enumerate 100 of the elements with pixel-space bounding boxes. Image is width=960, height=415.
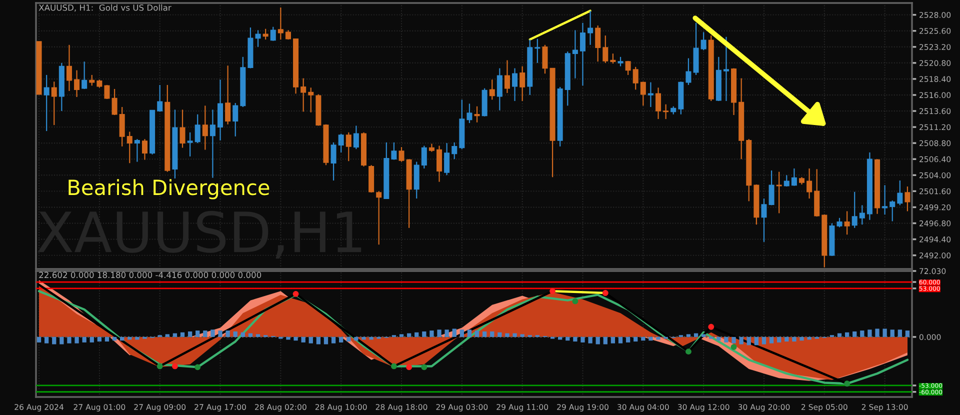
bar: [898, 330, 902, 337]
bar: [339, 336, 344, 342]
point: [572, 298, 578, 304]
candlestick: [51, 81, 57, 126]
point: [550, 288, 556, 294]
bar: [694, 333, 698, 337]
bar: [905, 330, 910, 337]
candlestick: [126, 131, 132, 164]
candlestick: [210, 109, 216, 178]
bar: [233, 331, 238, 337]
candlestick: [844, 210, 850, 236]
bar: [596, 336, 600, 344]
candlestick: [512, 68, 518, 102]
candlestick: [588, 10, 594, 46]
bar: [882, 328, 887, 337]
bar: [784, 336, 789, 342]
bar: [807, 336, 812, 340]
bar: [74, 336, 79, 344]
bar: [452, 328, 456, 337]
bar: [248, 333, 253, 337]
bar: [218, 330, 222, 337]
candlestick: [270, 26, 276, 42]
bar: [406, 333, 412, 337]
bar: [868, 330, 872, 337]
point: [194, 364, 201, 370]
candlestick: [225, 65, 231, 125]
candlestick: [300, 78, 306, 112]
candlestick: [520, 66, 526, 102]
candlestick: [391, 142, 397, 160]
bar: [566, 336, 570, 341]
bar: [354, 336, 358, 341]
candlestick: [112, 88, 118, 116]
bar: [656, 336, 660, 340]
bar: [875, 328, 880, 337]
bar: [512, 333, 517, 337]
candlestick: [890, 200, 896, 222]
candlestick: [640, 81, 646, 106]
candlestick: [595, 24, 601, 62]
bar: [414, 332, 419, 337]
bar: [852, 331, 857, 337]
bar: [603, 336, 608, 344]
candlestick: [776, 171, 782, 214]
candlestick: [504, 60, 510, 94]
bar: [203, 330, 208, 337]
candlestick: [376, 190, 382, 246]
bar: [90, 336, 94, 342]
bar: [610, 336, 616, 344]
bar: [82, 336, 86, 342]
bar: [490, 331, 494, 337]
candlestick: [474, 106, 480, 123]
candlestick: [466, 103, 472, 124]
candlestick: [784, 174, 790, 188]
bar: [44, 336, 49, 344]
bar: [762, 336, 766, 344]
bar: [860, 330, 864, 337]
bar: [286, 336, 290, 340]
candlestick: [89, 74, 95, 86]
bar: [520, 334, 524, 337]
point: [172, 363, 178, 370]
bar: [437, 330, 442, 337]
candlestick: [610, 53, 616, 64]
candlestick: [278, 6, 284, 40]
candlestick: [625, 60, 631, 76]
bar: [498, 332, 502, 337]
bar: [369, 336, 374, 340]
bar: [256, 334, 260, 337]
candlestick: [897, 180, 903, 206]
bar: [165, 334, 170, 337]
candlestick: [353, 125, 359, 150]
bar: [308, 336, 313, 344]
candlestick: [572, 30, 578, 79]
bar: [686, 334, 691, 337]
bar: [188, 331, 192, 337]
candlestick: [119, 106, 125, 147]
bar: [294, 336, 298, 341]
candlestick: [761, 198, 767, 242]
point: [292, 290, 299, 297]
candlestick: [218, 79, 224, 141]
bar: [180, 332, 185, 337]
candlestick: [330, 142, 336, 182]
bar: [467, 330, 472, 337]
point: [686, 348, 692, 355]
candlestick: [663, 104, 669, 120]
candlestick: [723, 36, 729, 102]
bar: [792, 336, 796, 342]
candlestick: [187, 132, 193, 157]
bar: [460, 330, 464, 337]
candlestick: [648, 82, 654, 108]
bar: [769, 336, 774, 344]
candlestick: [534, 38, 540, 64]
bar: [588, 336, 592, 344]
candlestick: [44, 74, 50, 132]
bar: [626, 336, 630, 342]
candlestick: [308, 87, 314, 113]
candlestick: [104, 84, 110, 100]
bar: [800, 336, 804, 341]
bar: [210, 330, 215, 337]
bar: [60, 336, 64, 344]
bar: [739, 336, 744, 344]
bar: [226, 330, 230, 337]
